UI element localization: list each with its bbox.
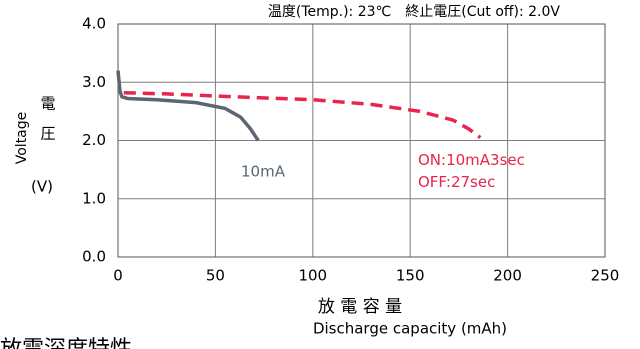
y-tick-label: 2.0 — [82, 131, 106, 149]
plot-frame — [117, 23, 606, 258]
series-line — [123, 90, 482, 139]
y-tick-label: 3.0 — [82, 73, 106, 91]
series-label: 10mA — [241, 163, 286, 181]
x-axis-label: Discharge capacity (mAh) — [313, 320, 507, 338]
x-tick-label: 50 — [206, 267, 225, 285]
x-tick-label: 150 — [396, 267, 425, 285]
y-axis-label: 圧 — [40, 125, 55, 143]
x-tick-label: 0 — [113, 267, 123, 285]
x-axis-label: 放 電 容 量 — [318, 297, 402, 317]
x-tick-label: 250 — [591, 267, 620, 285]
y-axis-label: Voltage — [14, 112, 30, 165]
series-label: ON:10mA3sec OFF:27sec — [418, 151, 525, 191]
chart-title: 温度(Temp.): 23℃ 終止電圧(Cut off): 2.0V — [268, 4, 561, 20]
y-axis-label: 電 — [40, 95, 55, 113]
y-axis-label: (V) — [31, 178, 53, 196]
y-tick-label: 1.0 — [82, 189, 106, 207]
y-tick-label: 4.0 — [82, 15, 106, 33]
caption: 放電深度特性 — [0, 337, 132, 349]
x-tick-label: 200 — [493, 267, 522, 285]
series-line — [116, 70, 260, 142]
y-tick-label: 0.0 — [82, 248, 106, 266]
x-tick-label: 100 — [298, 267, 327, 285]
